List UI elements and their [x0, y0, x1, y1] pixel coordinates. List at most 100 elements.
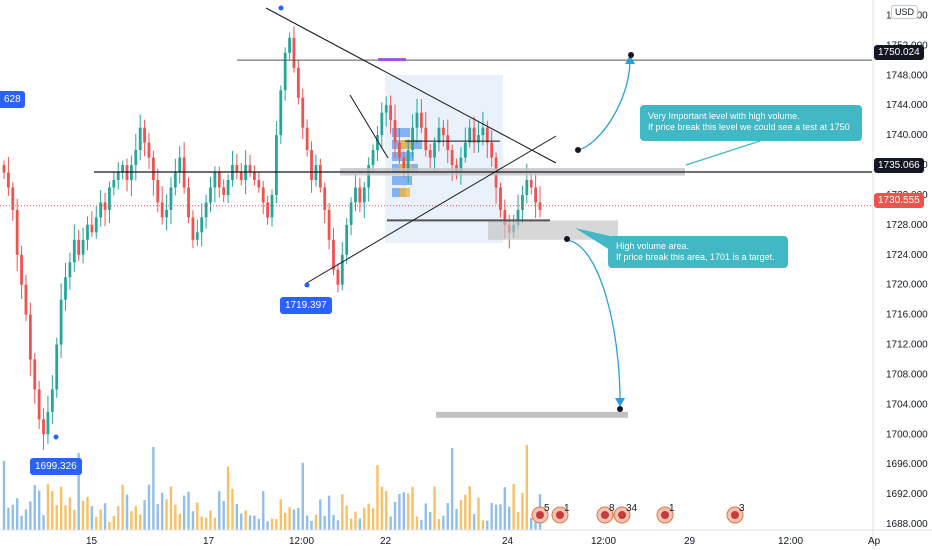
- candle-body: [112, 180, 116, 188]
- candle-body: [270, 194, 274, 218]
- price-tick-label: 1744.000: [886, 100, 928, 111]
- volume-bar: [371, 508, 375, 530]
- volume-bar: [376, 465, 379, 530]
- volume-bar: [305, 515, 309, 530]
- candle-body: [156, 180, 160, 203]
- usd-currency-badge[interactable]: USD: [891, 5, 919, 19]
- volume-bar: [143, 500, 146, 530]
- volume-bar: [279, 499, 282, 530]
- candle-body: [301, 97, 305, 128]
- volume-bar: [152, 447, 155, 530]
- profile-bar-highlight: [400, 140, 414, 149]
- volume-bar: [77, 453, 80, 530]
- volume-bar: [81, 500, 85, 530]
- callout-bottom-line2: If price break this area, 1701 is a targ…: [616, 252, 775, 262]
- candle-body: [138, 127, 142, 151]
- volume-bar: [235, 503, 239, 530]
- volume-bar: [15, 498, 19, 530]
- volume-bar: [117, 506, 120, 530]
- volume-bar: [380, 486, 384, 530]
- candle-body: [477, 135, 480, 143]
- candle-body: [33, 359, 37, 390]
- volume-bar: [424, 503, 427, 530]
- volume-bar: [209, 510, 212, 530]
- candle-body: [257, 180, 261, 188]
- inner-trend-line: [349, 94, 389, 159]
- candle-body: [121, 165, 125, 173]
- candle-body: [64, 277, 67, 300]
- volume-bar: [459, 500, 463, 530]
- candle-body: [485, 127, 489, 143]
- volume-bar: [125, 494, 129, 530]
- price-tick-label: 1712.000: [886, 340, 928, 351]
- volume-bar: [415, 516, 419, 530]
- volume-bar: [283, 512, 287, 530]
- volume-bar: [262, 491, 265, 530]
- price-tick-label: 1692.000: [886, 489, 928, 500]
- arrow-up-end-dot: [628, 52, 634, 58]
- candle-body: [380, 112, 384, 136]
- volume-bar: [213, 517, 217, 530]
- volume-bars: [2, 444, 542, 530]
- candle-body: [195, 232, 199, 240]
- volume-bar: [160, 492, 164, 530]
- volume-bar: [468, 486, 471, 530]
- candle-body: [362, 187, 366, 203]
- candle-body: [239, 172, 243, 180]
- volume-bar: [222, 500, 225, 530]
- candle-body: [459, 157, 463, 173]
- volume-bar: [486, 520, 489, 530]
- volume-bar: [428, 511, 432, 530]
- volume-bar: [46, 484, 50, 530]
- volume-bar: [389, 516, 392, 530]
- volume-bar: [37, 490, 41, 530]
- price-tick-label: 1728.000: [886, 220, 928, 231]
- time-tick-label: 29: [684, 536, 696, 547]
- volume-bar: [134, 506, 138, 530]
- candle-body: [354, 187, 357, 203]
- price-tick-label: 1700.000: [886, 429, 928, 440]
- candle-body: [2, 165, 6, 173]
- volume-bar: [218, 491, 221, 530]
- volume-bar: [341, 494, 344, 530]
- volume-bar: [200, 516, 203, 530]
- arrow-down-head: [615, 398, 625, 407]
- candle-body: [50, 389, 54, 412]
- triangle-upper-line: [265, 7, 557, 164]
- candle-body: [318, 165, 322, 188]
- callout-bottom-pointer: [575, 228, 610, 250]
- candle-body: [371, 150, 375, 166]
- volume-bar: [442, 515, 445, 530]
- event-count-label: 1: [669, 503, 675, 514]
- candle-body: [253, 172, 256, 180]
- volume-bar: [411, 486, 414, 530]
- volume-bar: [103, 503, 107, 530]
- candle-body: [72, 239, 76, 263]
- volume-bar: [64, 505, 67, 530]
- candle-body: [37, 389, 41, 420]
- volume-bar: [147, 484, 151, 530]
- candle-body: [516, 209, 520, 225]
- candle-body: [279, 90, 283, 136]
- volume-bar: [156, 504, 159, 530]
- candle-body: [209, 187, 212, 203]
- volume-bar: [393, 501, 397, 530]
- triangle-lower-line: [304, 135, 557, 285]
- price-tick-label: 1688.000: [886, 519, 928, 530]
- volume-bar: [253, 515, 256, 530]
- candle-body: [296, 67, 300, 98]
- time-tick-label: Ap: [868, 536, 881, 547]
- candle-body: [310, 150, 313, 180]
- last-price-label: 1730.555: [874, 193, 924, 208]
- price-tick-label: 1748.000: [886, 70, 928, 81]
- volume-bar: [288, 507, 291, 530]
- candle-body: [433, 142, 436, 158]
- candle-body: [340, 254, 344, 285]
- volume-bar: [204, 517, 208, 530]
- candle-body: [358, 187, 362, 203]
- event-flag-core: [618, 511, 626, 519]
- event-flag-core: [556, 511, 564, 519]
- candle-body: [283, 52, 287, 91]
- volume-bar: [433, 486, 436, 530]
